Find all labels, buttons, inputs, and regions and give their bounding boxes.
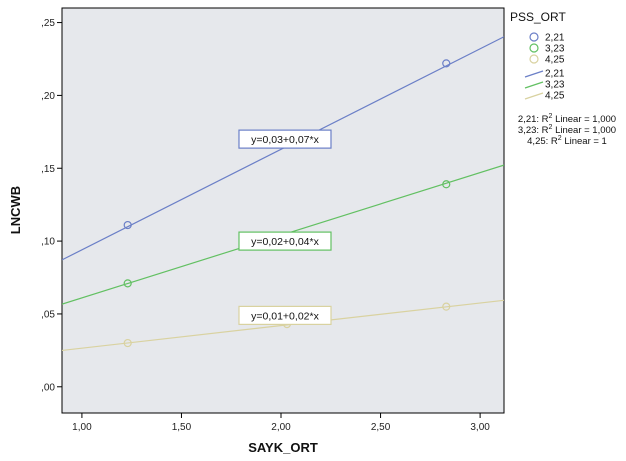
x-tick-label: 2,50 (371, 422, 391, 433)
legend-line-label: 2,21 (545, 69, 565, 80)
y-tick-label: ,20 (41, 91, 55, 102)
fit-line-2 (62, 299, 504, 352)
y-tick-label: ,15 (41, 164, 55, 175)
y-tick-label: ,00 (41, 382, 55, 393)
legend-marker-1 (529, 43, 539, 53)
data-point (442, 180, 451, 189)
legend-line-2 (524, 92, 544, 100)
equation-label: y=0,03+0,07*x (251, 134, 319, 146)
equation-box (238, 305, 332, 325)
x-tick-label: 2,00 (271, 422, 291, 433)
legend-marker-label: 3,23 (545, 44, 565, 55)
data-point (123, 220, 132, 230)
y-tick-label: ,25 (41, 18, 55, 29)
plot-area (61, 7, 505, 414)
equation-label: y=0,02+0,04*x (251, 236, 319, 248)
legend-line-0 (524, 70, 544, 78)
x-tick-label: 1,50 (172, 422, 192, 433)
r2-label-0: 2,21: R2 Linear = 1,000 (518, 113, 616, 125)
legend: PSS_ORT 2,213,234,252,213,234,25 (510, 10, 566, 102)
y-axis-title: LNCWB (8, 186, 23, 234)
equation-box (238, 129, 332, 149)
axes-layer: ,00 ,05 ,10 ,15 ,20 ,25 1,00 1,50 2,00 2,50 3,00 (41, 18, 490, 433)
x-tick-label: 3,00 (470, 422, 490, 433)
y-tick-label: ,10 (41, 237, 55, 248)
data-point (442, 302, 451, 311)
r2-label-1: 3,23: R2 Linear = 1,000 (518, 124, 616, 136)
legend-marker-0 (529, 32, 539, 42)
legend-line-label: 4,25 (545, 91, 565, 102)
legend-marker-2 (529, 54, 539, 64)
legend-marker-label: 4,25 (545, 55, 565, 66)
legend-line-1 (524, 81, 544, 89)
y-tick-label: ,05 (41, 309, 55, 320)
x-tick-label: 1,00 (72, 422, 92, 433)
x-axis-title: SAYK_ORT (248, 440, 318, 455)
equation-box (238, 231, 332, 251)
data-point (123, 279, 132, 288)
legend-line-label: 3,23 (545, 80, 565, 91)
legend-marker-label: 2,21 (545, 33, 565, 44)
equation-label: y=0,01+0,02*x (251, 310, 319, 322)
data-point (123, 338, 132, 348)
legend-title: PSS_ORT (510, 10, 566, 24)
data-point (442, 59, 451, 68)
series-layer: y=0,03+0,07*x y=0,02+0,04*x y=0,01+0,02*x (62, 36, 504, 352)
r2-label-2: 4,25: R2 Linear = 1 (527, 135, 607, 147)
